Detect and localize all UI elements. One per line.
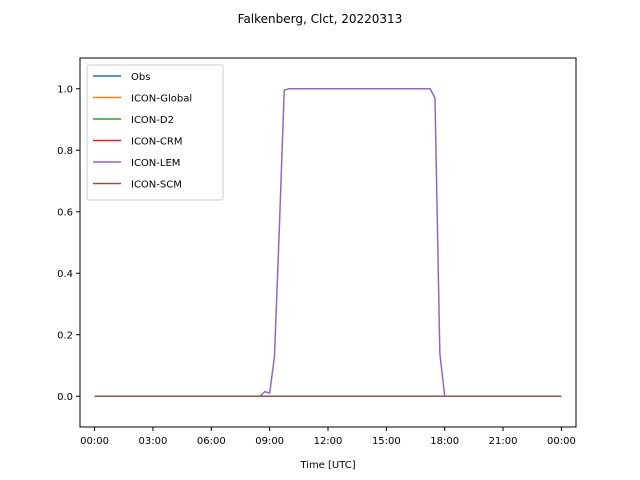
legend-label: Obs bbox=[131, 72, 150, 83]
legend-label: ICON-LEM bbox=[131, 158, 180, 169]
y-tick-label: 0.0 bbox=[57, 392, 73, 403]
y-tick-label: 0.2 bbox=[57, 330, 73, 341]
legend-label: ICON-SCM bbox=[131, 180, 182, 191]
x-tick-label: 12:00 bbox=[314, 436, 343, 447]
y-axis: 0.0 0.2 0.4 0.6 0.8 1.0 bbox=[57, 84, 80, 403]
legend-label: ICON-D2 bbox=[131, 115, 174, 126]
x-axis: 00:00 03:00 06:00 09:00 12:00 15:00 18:00 21:00… bbox=[80, 427, 576, 447]
legend-label: ICON-CRM bbox=[131, 137, 182, 148]
x-tick-label: 21:00 bbox=[489, 436, 518, 447]
series-line-icon-lem bbox=[94, 88, 562, 397]
y-tick-label: 0.6 bbox=[57, 207, 73, 218]
x-tick-label: 00:00 bbox=[80, 436, 109, 447]
x-tick-label: 18:00 bbox=[430, 436, 459, 447]
legend-box bbox=[86, 64, 224, 201]
x-tick-label: 03:00 bbox=[139, 436, 168, 447]
series-layer bbox=[94, 88, 562, 397]
x-tick-label: 06:00 bbox=[197, 436, 226, 447]
x-tick-label: 09:00 bbox=[255, 436, 284, 447]
x-axis-title: Time [UTC] bbox=[299, 460, 355, 471]
legend: Obs ICON-Global ICON-D2 ICON-CRM ICON-LEM ICO… bbox=[86, 64, 224, 201]
x-tick-label: 00:00 bbox=[547, 436, 576, 447]
y-tick-label: 0.8 bbox=[57, 146, 73, 157]
y-tick-label: 1.0 bbox=[57, 84, 73, 95]
y-tick-label: 0.4 bbox=[57, 269, 73, 280]
chart-title: Falkenberg, Clct, 20220313 bbox=[238, 12, 403, 26]
legend-label: ICON-Global bbox=[131, 94, 192, 105]
x-tick-label: 15:00 bbox=[372, 436, 401, 447]
